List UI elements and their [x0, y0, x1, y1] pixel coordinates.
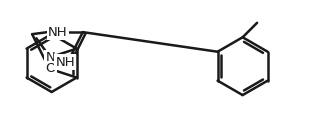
Text: NH: NH	[48, 26, 68, 39]
Text: O: O	[45, 62, 55, 75]
Text: N: N	[45, 51, 55, 64]
Text: NH: NH	[55, 56, 75, 69]
